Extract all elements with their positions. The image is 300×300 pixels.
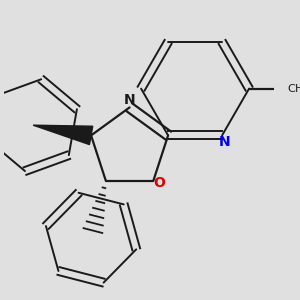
Text: N: N [219, 134, 230, 148]
Text: O: O [154, 176, 166, 190]
Text: CH$_3$: CH$_3$ [287, 82, 300, 96]
Polygon shape [33, 125, 93, 145]
Text: N: N [124, 93, 135, 107]
